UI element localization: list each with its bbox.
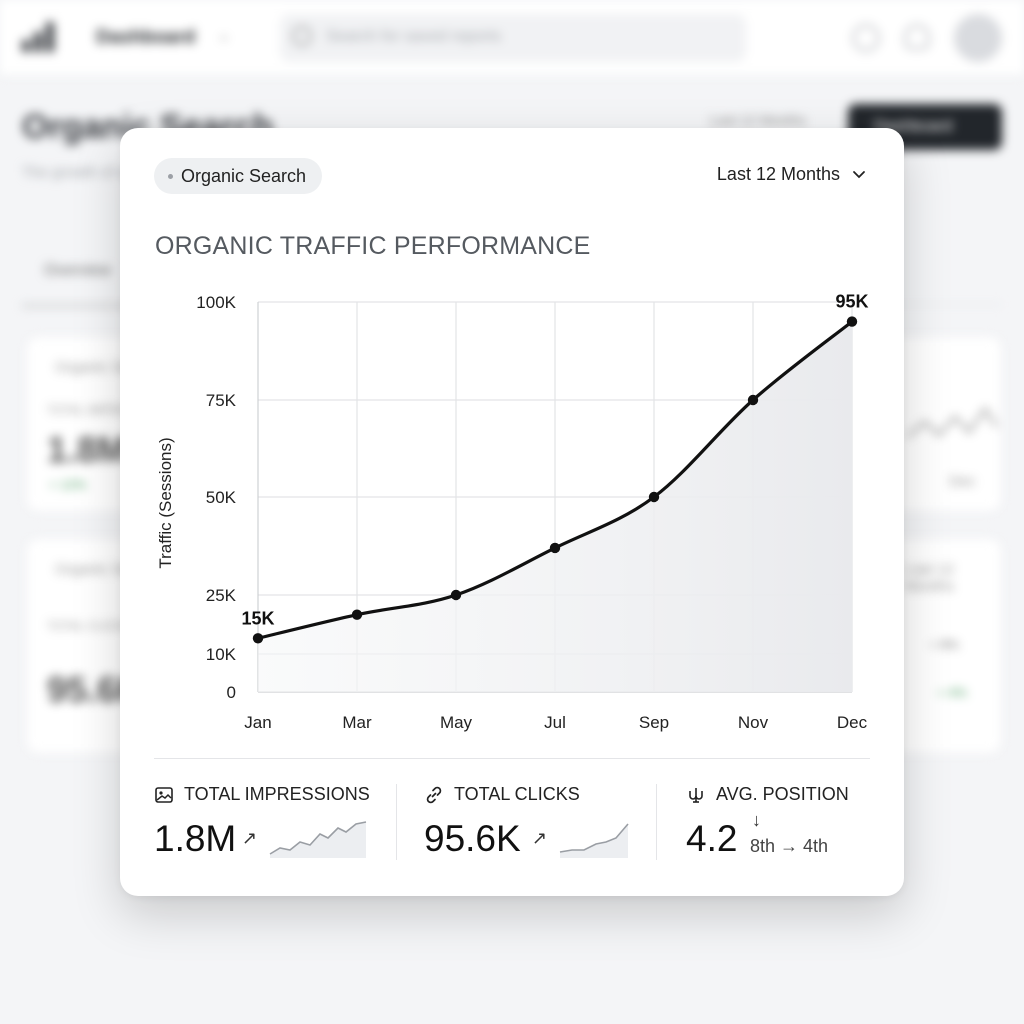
stat-value: 1.8M	[154, 818, 237, 859]
card-value: 1.8M	[47, 429, 128, 470]
chevron-down-icon: ⌄	[218, 27, 230, 43]
series-area	[258, 321, 852, 692]
x-tick-label: Sep	[639, 713, 669, 732]
clicks-sparkline	[559, 823, 629, 858]
image-icon	[155, 786, 173, 803]
stat-label-row: AVG. POSITION	[686, 784, 849, 805]
x-tick-label: Mar	[342, 713, 372, 732]
stat-value: 4.2	[686, 818, 738, 859]
card-change: + 4%	[937, 685, 967, 700]
settings-icon[interactable]	[852, 24, 880, 52]
y-tick-labels: 0 10K 25K 50K 75K 100K	[196, 293, 236, 702]
badge-label: Organic Search	[181, 165, 307, 186]
chevron-down-icon	[853, 170, 865, 178]
x-tick-label: Dec	[837, 713, 868, 732]
y-tick-label: 0	[227, 683, 236, 702]
annotations: 15K 95K	[241, 292, 868, 629]
y-tick-label: 100K	[196, 293, 236, 312]
data-point	[648, 491, 660, 503]
x-tick-label: Nov	[738, 713, 769, 732]
data-label: 95K	[835, 292, 868, 312]
x-tick-label: Jul	[544, 713, 566, 732]
search-placeholder: Search for saved reports	[326, 28, 502, 45]
date-range-dropdown[interactable]: Last 12 Months	[717, 164, 866, 185]
x-tick-label: Jan	[244, 713, 271, 732]
stat-avg-position: AVG. POSITION 4.2 ↓ 8th → 4th	[686, 784, 886, 864]
stat-label: AVG. POSITION	[716, 784, 849, 804]
stat-total-clicks: TOTAL CLICKS 95.6K ↗	[424, 784, 644, 864]
y-axis-label: Traffic (Sessions)	[156, 437, 175, 568]
stat-label-row: TOTAL IMPRESSIONS	[154, 784, 370, 805]
stats-divider	[154, 758, 870, 759]
trend-up-icon: ↗	[532, 828, 548, 848]
y-tick-label: 50K	[206, 488, 237, 507]
stat-value: 95.6K	[424, 818, 521, 859]
trend-down-icon: ↓	[752, 810, 761, 830]
stat-separator	[396, 784, 397, 860]
category-badge[interactable]: Organic Search	[154, 158, 323, 194]
series-points	[252, 316, 858, 644]
impressions-sparkline	[269, 821, 367, 858]
link-icon	[426, 786, 442, 803]
stat-separator	[656, 784, 657, 860]
dot-icon	[168, 173, 173, 179]
data-point	[450, 589, 462, 601]
card-sparkline	[907, 406, 997, 439]
card-change: + 12%	[49, 477, 87, 492]
y-tick-label: 25K	[206, 586, 237, 605]
position-change: 8th → 4th	[750, 836, 829, 856]
date-range-label: Last 12 Months	[716, 164, 840, 184]
top-bar	[0, 0, 1024, 76]
tab-overview[interactable]: Overview	[22, 262, 132, 307]
stat-total-impressions: TOTAL IMPRESSIONS 1.8M ↗	[154, 784, 384, 864]
stat-label-row: TOTAL CLICKS	[424, 784, 580, 805]
search-input[interactable]	[280, 14, 746, 62]
card-metric-label: TOTAL CLICKS	[47, 619, 131, 633]
y-tick-label: 10K	[206, 645, 237, 664]
app-logo	[22, 22, 56, 52]
y-tick-label: 75K	[206, 391, 237, 410]
data-point	[252, 633, 264, 644]
stat-label: TOTAL IMPRESSIONS	[184, 784, 370, 804]
data-point	[747, 394, 759, 406]
avatar[interactable]	[954, 14, 1002, 62]
chart-title: ORGANIC TRAFFIC PERFORMANCE	[155, 232, 591, 260]
search-icon	[292, 26, 312, 46]
data-label: 15K	[241, 608, 274, 628]
traffic-panel: Organic Search Last 12 Months ORGANIC TR…	[120, 128, 904, 896]
card-change: + 8%	[929, 637, 959, 652]
trend-up-icon: ↗	[242, 828, 258, 848]
card-range: Last 12 Months	[905, 561, 955, 595]
x-tick-labels: Jan Mar May Jul Sep Nov Dec	[244, 713, 867, 732]
card-month: Dec	[949, 473, 976, 490]
data-point	[846, 316, 858, 327]
data-point	[351, 609, 363, 620]
bell-icon[interactable]	[904, 24, 930, 50]
data-point	[549, 542, 561, 554]
position-icon	[689, 787, 703, 803]
x-tick-label: May	[440, 713, 473, 732]
stat-label: TOTAL CLICKS	[454, 784, 580, 804]
nav-dashboard[interactable]: Dashboard	[96, 27, 196, 48]
